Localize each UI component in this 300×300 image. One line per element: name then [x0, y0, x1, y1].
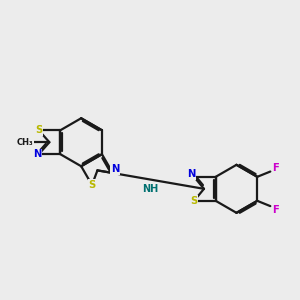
Text: S: S: [190, 196, 198, 206]
Text: N: N: [187, 169, 195, 179]
Text: S: S: [35, 125, 42, 135]
Text: CH₃: CH₃: [16, 138, 33, 147]
Text: S: S: [88, 180, 96, 190]
Text: N: N: [111, 164, 119, 174]
Text: F: F: [272, 205, 279, 214]
Text: F: F: [272, 163, 279, 173]
Text: NH: NH: [142, 184, 159, 194]
Text: N: N: [33, 149, 41, 159]
